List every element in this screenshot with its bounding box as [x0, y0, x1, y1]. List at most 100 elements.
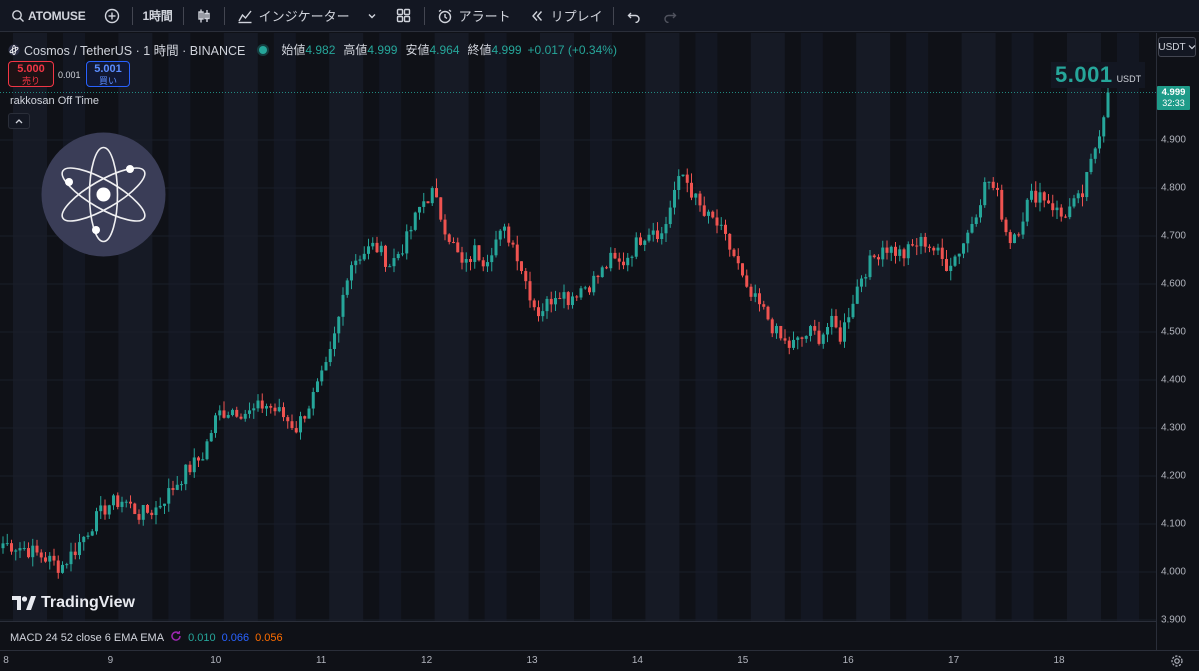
candle-body	[660, 233, 664, 239]
candle-body	[503, 226, 506, 231]
candle-body	[469, 258, 472, 262]
candle-body	[902, 249, 906, 259]
macd-label[interactable]: MACD 24 52 close 6 EMA EMA	[10, 631, 165, 644]
price-axis[interactable]: 4.900 4.800 4.700 4.600 4.500 4.400 4.300 4.200…	[1156, 33, 1199, 650]
indicators-button[interactable]: インジケーター	[227, 0, 358, 32]
interval-button[interactable]: 1時間	[135, 0, 181, 32]
candle-body	[294, 428, 298, 433]
candle-body	[736, 256, 740, 264]
candle-body	[481, 260, 485, 267]
candle-body	[1047, 200, 1050, 204]
candle-body	[226, 415, 230, 418]
candlestick-chart[interactable]	[0, 33, 1156, 621]
candle-body	[634, 237, 638, 257]
candle-body	[197, 457, 200, 461]
redo-button[interactable]	[652, 0, 688, 32]
candle-body	[957, 253, 961, 257]
macd-legend: MACD 24 52 close 6 EMA EMA 0.010 0.066 0…	[10, 630, 283, 645]
candle-body	[541, 311, 545, 317]
currency-label: USDT	[1158, 41, 1186, 53]
candle-body	[813, 326, 817, 331]
price-tick-label: 4.200	[1160, 470, 1186, 482]
off-time-band	[1011, 33, 1034, 621]
candle-body	[248, 410, 251, 414]
candle-body	[290, 421, 294, 429]
symbol-search-button[interactable]: ATOMUSE	[0, 0, 94, 32]
candle-body	[617, 258, 621, 262]
candle-body	[1106, 92, 1110, 118]
time-tick-label: 18	[1053, 655, 1065, 666]
candle-body	[872, 255, 876, 258]
currency-select[interactable]: USDT	[1158, 37, 1196, 57]
candle-body	[915, 245, 919, 247]
candle-body	[745, 275, 749, 287]
open-label: 始値	[281, 43, 306, 57]
candle-body	[1068, 206, 1072, 218]
undo-button[interactable]	[616, 0, 652, 32]
price-tick-label: 3.900	[1160, 614, 1186, 626]
macd-pane[interactable]: MACD 24 52 close 6 EMA EMA 0.010 0.066 0…	[0, 621, 1156, 650]
candle-body	[753, 293, 757, 297]
candle-body	[528, 281, 532, 301]
candle-body	[82, 536, 86, 543]
chevron-down-icon	[1188, 42, 1196, 53]
collapse-legend-button[interactable]	[8, 113, 30, 129]
candle-body	[613, 252, 617, 259]
chart-type-button[interactable]	[186, 0, 222, 32]
candle-body	[945, 258, 948, 271]
symbol-title[interactable]: Cosmos / TetherUS · 1 時間 · BINANCE	[24, 44, 246, 58]
indicator-chart-icon	[235, 6, 255, 26]
compare-symbol-button[interactable]	[94, 0, 130, 32]
candle-body	[830, 315, 834, 327]
candle-body	[626, 257, 630, 266]
candle-body	[498, 230, 502, 240]
candle-body	[991, 181, 995, 188]
candle-body	[940, 247, 944, 259]
candle-body	[647, 234, 651, 241]
coin-icon	[8, 44, 20, 56]
gear-icon[interactable]	[1170, 654, 1184, 668]
candle-body	[129, 501, 132, 504]
candles-icon	[194, 6, 214, 26]
candle-body	[188, 464, 192, 473]
indicator-templates-button[interactable]	[358, 0, 386, 32]
candle-body	[171, 488, 175, 490]
layout-button[interactable]	[386, 0, 422, 32]
chevron-up-icon	[14, 114, 24, 128]
time-axis[interactable]: 8 9 10 11 12 13 14 15 16 17 18	[0, 650, 1199, 671]
replay-button[interactable]: リプレイ	[519, 0, 611, 32]
sell-button[interactable]: 5.000 売り	[8, 61, 54, 87]
candle-body	[698, 193, 702, 206]
candle-body	[1072, 198, 1076, 207]
candle-body	[413, 212, 417, 230]
low-value: 4.964	[429, 42, 460, 57]
candle-body	[116, 495, 120, 507]
candle-body	[375, 242, 379, 253]
price-tick-label: 4.100	[1160, 518, 1186, 530]
candle-body	[65, 564, 69, 566]
market-status-dot[interactable]	[259, 45, 268, 54]
last-price-tag: 4.999 32:33	[1157, 86, 1190, 110]
candle-body	[320, 370, 324, 382]
buy-button[interactable]: 5.001 買い	[86, 61, 130, 87]
candle-body	[775, 325, 778, 334]
candle-body	[668, 207, 672, 225]
candle-body	[69, 551, 73, 565]
price-chart[interactable]	[0, 33, 1156, 621]
macd-signal-value: 0.066	[221, 631, 250, 644]
candle-body	[95, 511, 98, 532]
loading-spinner-icon	[170, 630, 182, 645]
candle-body	[286, 417, 290, 422]
divider	[612, 6, 614, 25]
candle-body	[27, 548, 30, 558]
candle-body	[1017, 234, 1021, 236]
alert-button[interactable]: アラート	[427, 0, 519, 32]
candle-body	[809, 326, 812, 336]
candle-body	[685, 174, 689, 183]
candle-body	[694, 193, 698, 198]
buy-label: 買い	[98, 76, 117, 86]
tradingview-logo[interactable]: TradingView	[12, 594, 135, 612]
candle-body	[456, 242, 460, 253]
candle-body	[962, 243, 965, 254]
indicator-label[interactable]: rakkosan Off Time	[10, 95, 100, 107]
